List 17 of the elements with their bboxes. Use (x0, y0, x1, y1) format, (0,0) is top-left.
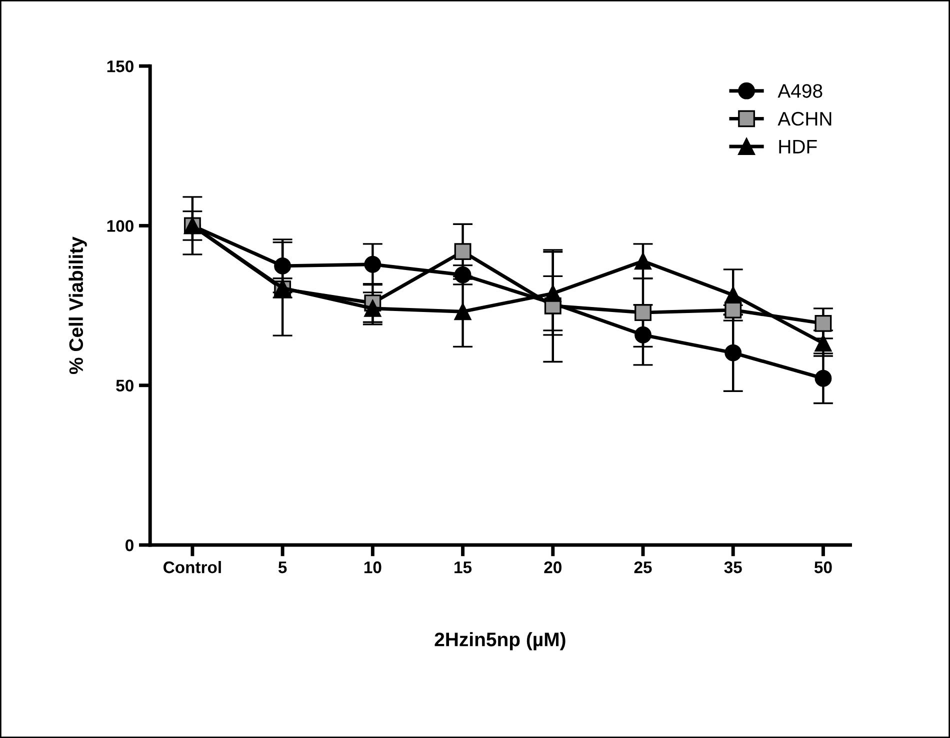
y-tick-label: 150 (107, 60, 134, 72)
y-tick-label: 100 (107, 220, 134, 232)
x-tick-label: 25 (634, 561, 652, 574)
x-tick-label: Control (164, 560, 221, 574)
x-tick-label: 15 (454, 562, 472, 574)
x-axis-title: 2Hzin5np (µM) (434, 632, 566, 650)
y-tick-label: 0 (126, 539, 134, 552)
x-tick-label: 20 (544, 561, 562, 574)
legend-label: HDF (779, 140, 817, 154)
x-tick-label: 50 (814, 561, 832, 574)
x-tick-label: 10 (364, 561, 382, 574)
y-axis-title: % Cell Viability (68, 236, 87, 374)
legend-label: ACHN (778, 112, 832, 126)
x-tick-label: 35 (724, 561, 742, 574)
y-tick-label: 50 (116, 380, 134, 392)
x-tick-label: 5 (278, 562, 287, 574)
legend-label: A498 (778, 84, 822, 98)
